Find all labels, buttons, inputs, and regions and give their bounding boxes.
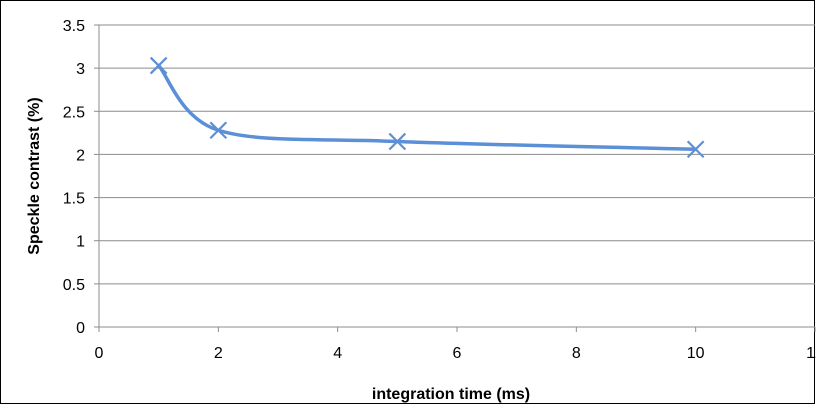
y-tick-labels: 0 0.5 1 1.5 2 2.5 3 3.5 (63, 18, 85, 337)
y-tick-label: 0.5 (63, 277, 85, 294)
y-tick-label: 1.5 (63, 191, 85, 208)
y-tick-label: 3.5 (63, 18, 85, 35)
axes (94, 24, 816, 332)
data-point-x-marker (149, 56, 168, 75)
x-tick-label: 2 (214, 345, 223, 362)
y-axis-label: Speckle contrast (%) (26, 97, 43, 254)
x-tick-label: 10 (687, 345, 705, 362)
x-tick-label: 6 (453, 345, 462, 362)
x-axis-label: integration time (ms) (372, 386, 530, 403)
x-tick-labels: 0 2 4 6 8 10 12 (95, 345, 816, 362)
x-tick-label: 4 (333, 345, 342, 362)
x-tick-label: 12 (806, 345, 816, 362)
data-point-x-marker (388, 132, 407, 151)
y-tick-label: 1 (76, 234, 85, 251)
y-tick-label: 2 (76, 147, 85, 164)
data-point-x-marker (209, 121, 228, 140)
x-tick-label: 0 (95, 345, 104, 362)
gridlines (99, 24, 815, 285)
y-tick-label: 3 (76, 61, 85, 78)
x-tick-label: 8 (572, 345, 581, 362)
data-point-x-marker (686, 140, 705, 159)
y-tick-label: 2.5 (63, 104, 85, 121)
y-tick-label: 0 (76, 320, 85, 337)
series-line (156, 63, 698, 152)
data-markers (149, 56, 705, 159)
